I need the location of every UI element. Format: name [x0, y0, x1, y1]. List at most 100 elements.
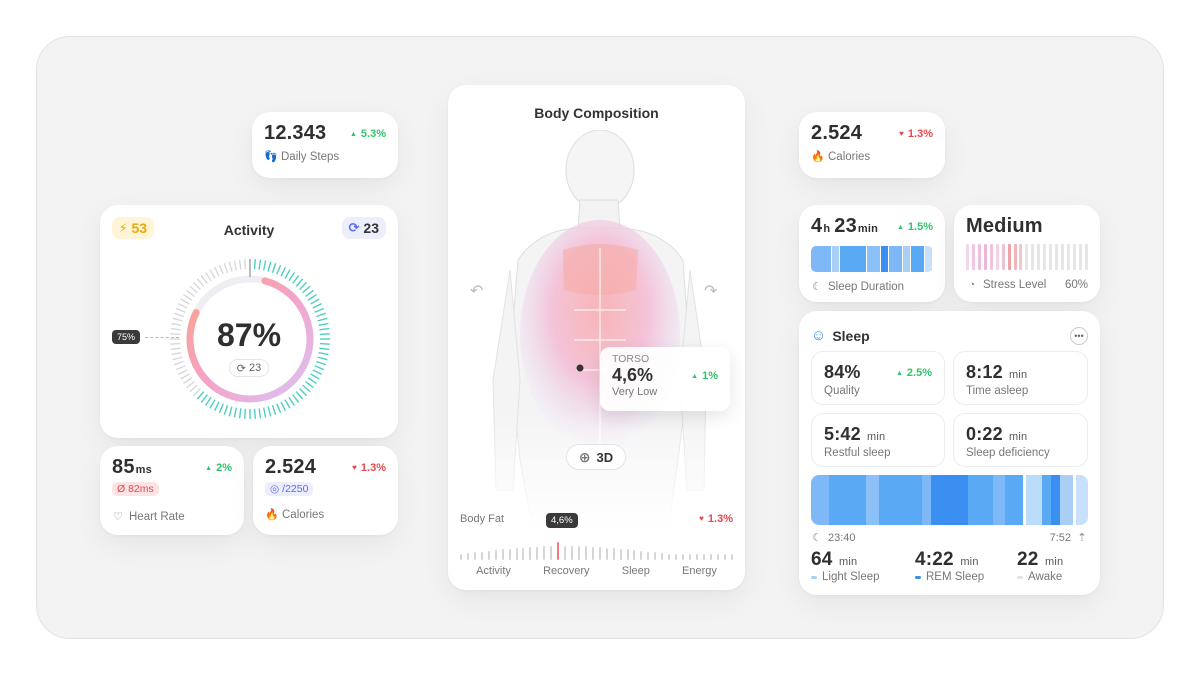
rotate-left-icon[interactable]: ↶	[470, 283, 484, 300]
ring-tick	[204, 396, 212, 406]
stress-bar	[1049, 244, 1053, 270]
sleep-stages-bar[interactable]	[811, 475, 1088, 525]
sleep-quality-tile[interactable]: 84% 2.5% Quality	[811, 351, 945, 405]
time-asleep-label: Time asleep	[966, 385, 1029, 397]
time-asleep-tile[interactable]: 8:12 min Time asleep	[953, 351, 1088, 405]
refresh-small-icon: ⟳	[236, 362, 246, 375]
heart-rate-value: 85ms	[112, 456, 152, 478]
stress-bar	[1066, 244, 1070, 270]
stress-bar	[1025, 244, 1029, 270]
activity-inner-value: 23	[248, 362, 262, 374]
sleep-deficiency-tile[interactable]: 0:22 min Sleep deficiency	[953, 413, 1088, 467]
ring-tick	[172, 317, 183, 322]
light-sleep-label: Light Sleep	[822, 571, 880, 583]
ring-tick	[299, 281, 308, 290]
flame-icon: 🔥	[811, 151, 825, 163]
view-3d-button[interactable]: ⊕ 3D	[566, 444, 626, 470]
restful-sleep-tile[interactable]: 5:42 min Restful sleep	[811, 413, 945, 467]
target-icon: ◎	[270, 483, 280, 495]
body-composition-card[interactable]: Body Composition ↶ ↷ TORSO	[448, 85, 745, 590]
stress-card[interactable]: Medium ◔ Stress Level 60%	[954, 205, 1100, 302]
heart-rate-card[interactable]: 85ms 2% Ø 82ms ♡ Heart Rate	[100, 446, 244, 535]
ring-tick	[177, 369, 188, 376]
daily-steps-card[interactable]: 12.343 5.3% 👣 Daily Steps	[252, 112, 398, 178]
sleep-card[interactable]: ☺ Sleep ••• 84% 2.5% Quality 8:12 min Ti…	[799, 311, 1100, 595]
ring-tick	[267, 406, 272, 417]
calories-right-value: 2.524	[811, 122, 863, 144]
ring-tick	[317, 356, 328, 361]
rotate-right-icon[interactable]: ↷	[704, 283, 718, 300]
sleep-duration-value: 4h 23min	[811, 215, 879, 237]
axis-label-sleep: Sleep	[621, 565, 650, 577]
ring-tick	[284, 269, 291, 279]
body-fat-scale[interactable]	[460, 540, 733, 560]
sleep-stage-segment	[1041, 475, 1052, 525]
heart-rate-label: Heart Rate	[129, 511, 185, 523]
ring-tick	[319, 327, 330, 331]
stress-bar	[1061, 244, 1064, 270]
sleep-deficiency-value: 0:22 min	[966, 424, 1028, 444]
awake-swatch	[1017, 575, 1023, 579]
ring-tick	[258, 259, 262, 270]
activity-ring	[170, 259, 330, 419]
body-composition-title: Body Composition	[534, 105, 659, 121]
restful-sleep-label: Restful sleep	[824, 447, 891, 459]
scale-tick	[522, 548, 525, 560]
scale-tick	[584, 546, 587, 560]
scale-tick	[716, 554, 719, 560]
restful-sleep-value: 5:42 min	[824, 424, 886, 444]
scale-tick	[557, 542, 560, 560]
torso-change: 1%	[691, 370, 718, 382]
activity-progress-arc	[186, 277, 314, 403]
more-options-icon[interactable]: •••	[1070, 327, 1088, 345]
ring-tick	[175, 307, 186, 313]
calories-left-label: Calories	[282, 509, 325, 521]
scale-tick	[640, 551, 643, 560]
stress-bar	[977, 244, 981, 270]
ring-tick	[223, 405, 229, 415]
axis-label-activity: Activity	[476, 565, 511, 577]
stress-value: Medium	[966, 215, 1043, 237]
sleep-duration-bar	[811, 246, 933, 272]
ring-tick	[302, 384, 311, 393]
ring-ticks	[170, 259, 330, 419]
ring-tick	[271, 263, 277, 273]
scale-tick	[591, 547, 594, 560]
stress-bar	[983, 244, 987, 270]
ring-tick	[196, 391, 205, 400]
stress-bar	[1007, 244, 1011, 270]
stress-bar	[966, 244, 969, 270]
body-fat-label: Body Fat	[460, 513, 505, 525]
daily-steps-value: 12.343	[264, 122, 327, 144]
ring-tick	[192, 388, 201, 397]
ring-tick	[276, 403, 282, 414]
rem-sleep-label: REM Sleep	[926, 571, 985, 583]
sleep-duration-segment	[839, 246, 867, 272]
scale-tick	[460, 554, 462, 560]
moon-small-icon: ☾	[812, 532, 822, 544]
scale-tick	[661, 553, 664, 560]
activity-card[interactable]: ⚡ 53 Activity ⟳ 23 87% ⟳ 23 75%	[100, 205, 398, 438]
calories-card-right[interactable]: 2.524 1.3% 🔥 Calories	[799, 112, 945, 178]
scale-tick	[612, 548, 615, 560]
sleep-deficiency-label: Sleep deficiency	[966, 447, 1050, 459]
ring-tick	[186, 289, 195, 297]
sleep-stage-segment	[866, 475, 879, 525]
heart-rate-avg-badge: Ø 82ms	[112, 482, 159, 496]
ring-tick	[288, 272, 296, 282]
ring-tick	[233, 260, 238, 271]
ring-tick	[262, 260, 267, 271]
sleep-stage-segment	[921, 475, 932, 525]
scale-tick	[508, 549, 511, 560]
scale-tick	[571, 546, 573, 560]
ring-tick	[209, 269, 216, 279]
scale-tick	[647, 552, 650, 560]
sleep-duration-segment	[911, 246, 925, 272]
calories-right-label: Calories	[828, 151, 871, 163]
ring-tick	[209, 399, 216, 409]
torso-tooltip[interactable]: TORSO 4,6% 1% Very Low	[600, 347, 730, 411]
calories-card-left[interactable]: 2.524 1.3% ◎/2250 🔥 Calories	[253, 446, 398, 535]
sleep-stage-segment	[967, 475, 993, 525]
ring-tick	[307, 377, 317, 385]
